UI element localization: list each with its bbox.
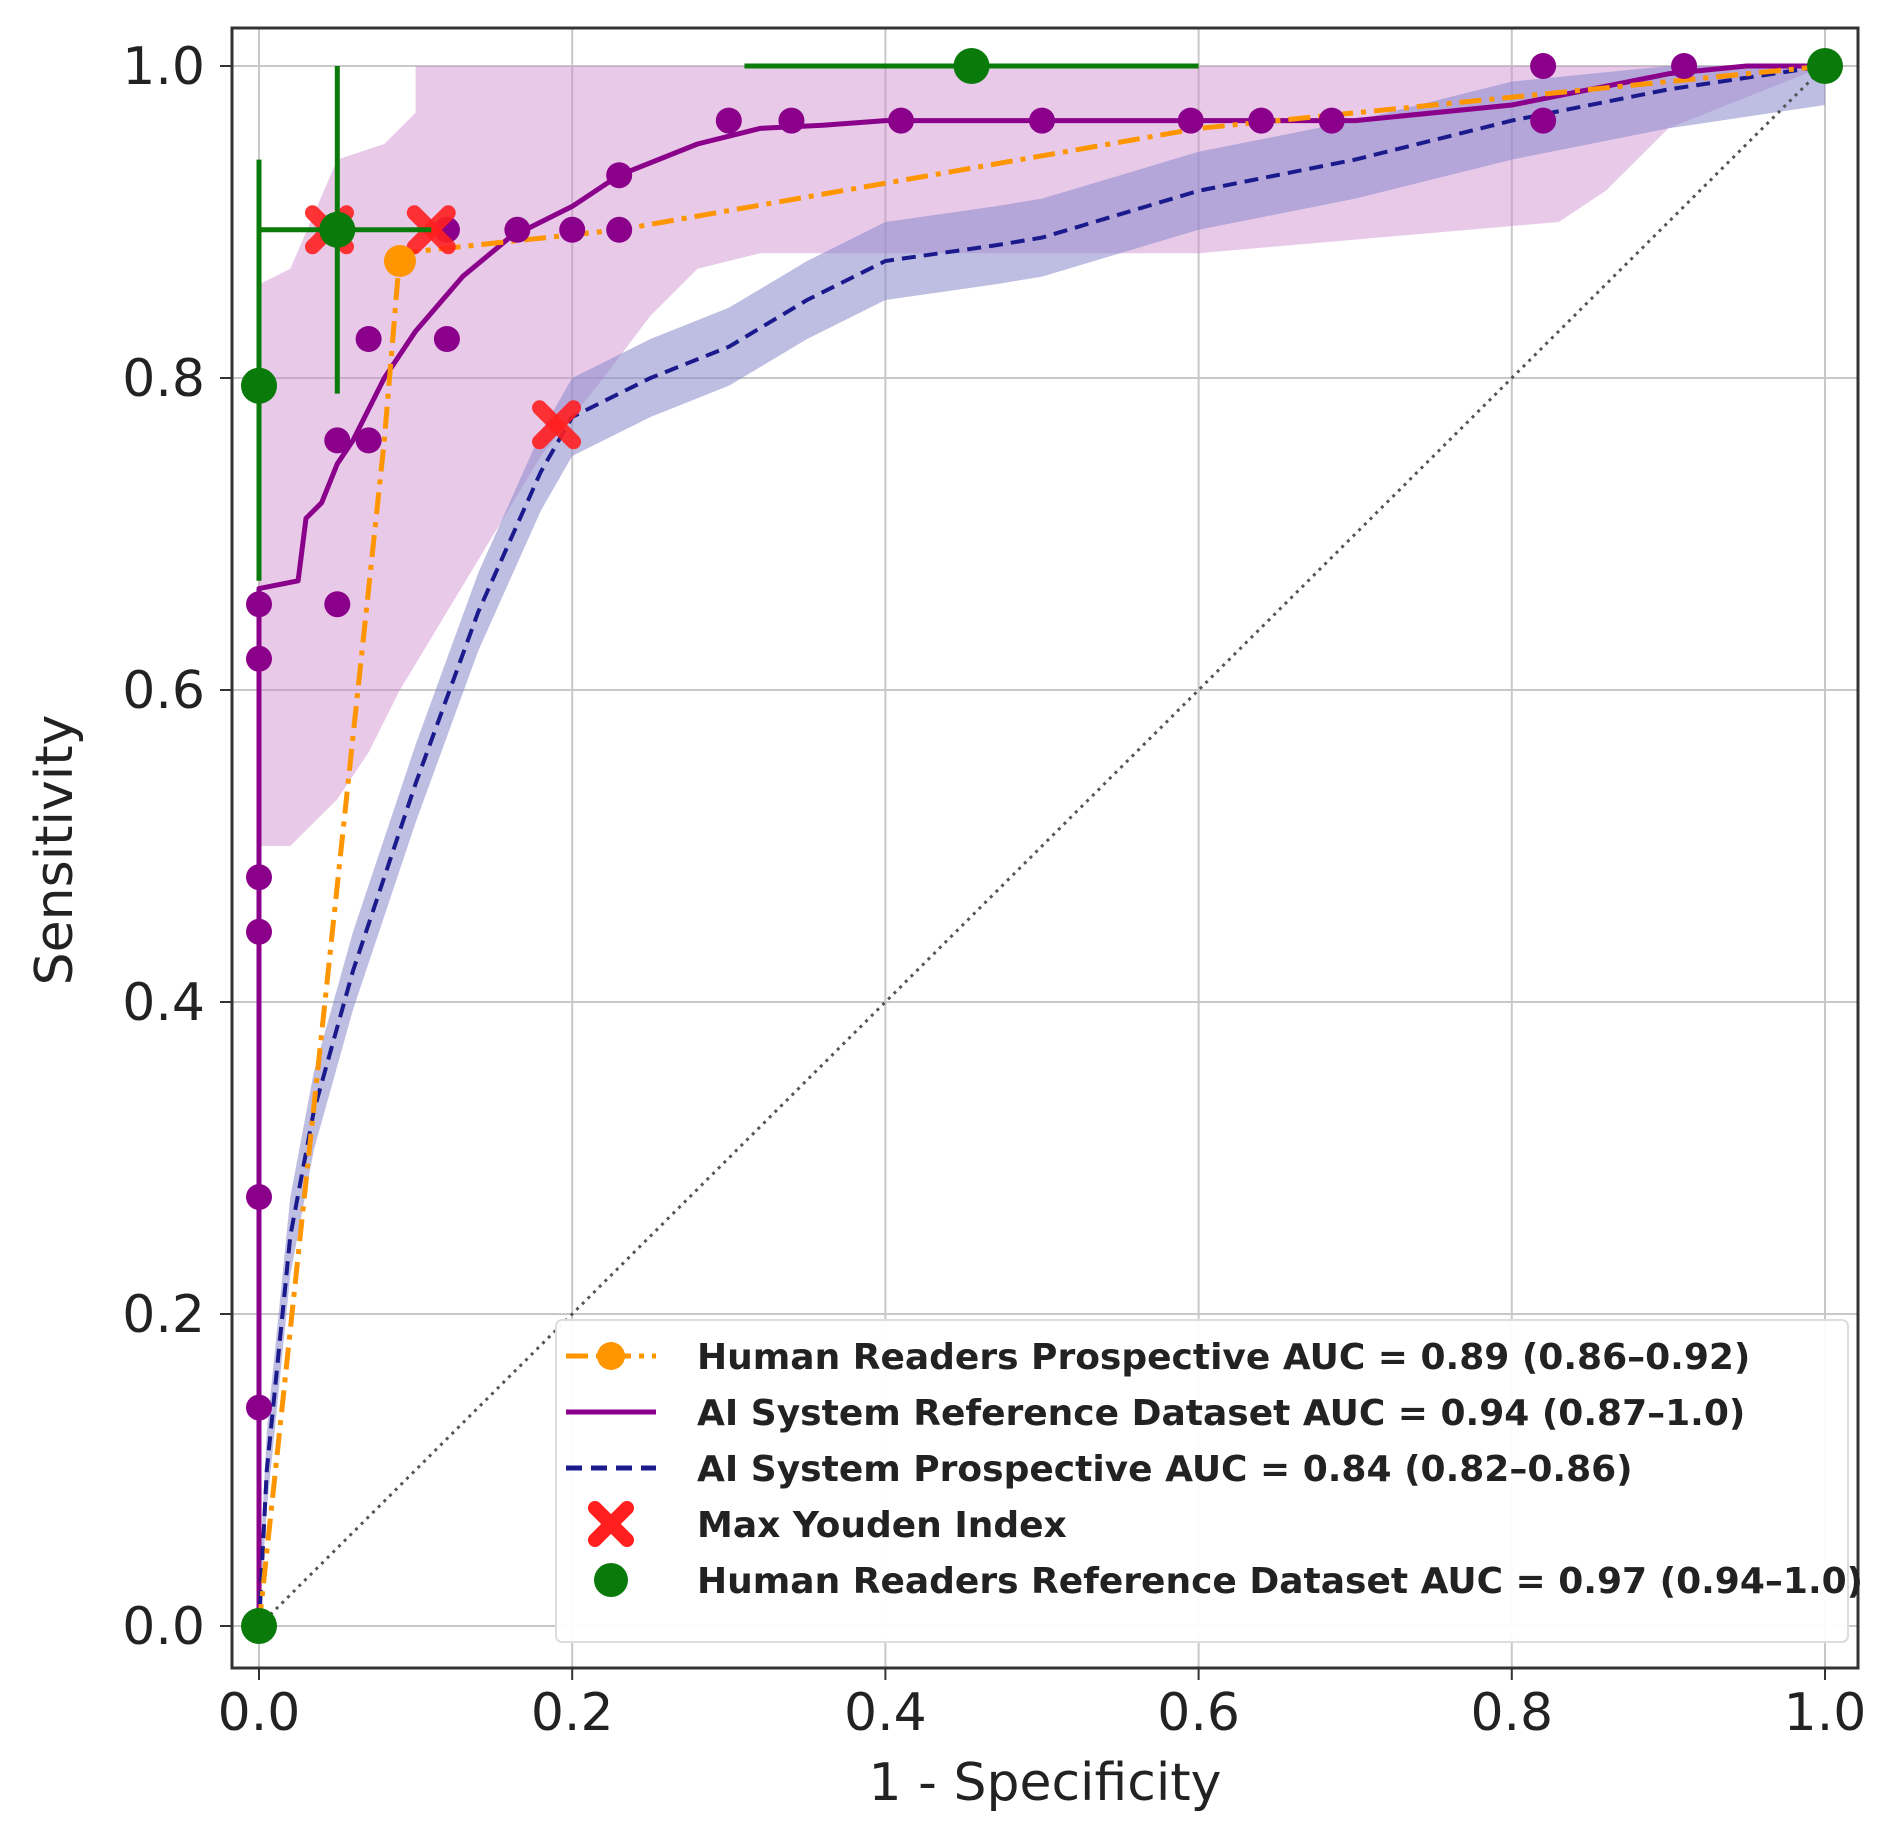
legend-entry-ai-reference: AI System Reference Dataset AUC = 0.94 (… (566, 1393, 1745, 1434)
ai-reference-marker (246, 1184, 272, 1210)
ai-reference-marker (559, 216, 586, 243)
ai-reference-marker (355, 427, 382, 454)
ai-reference-marker (1530, 107, 1557, 134)
ai-reference-marker (1318, 107, 1345, 134)
legend-label-human-reference: Human Readers Reference Dataset AUC = 0.… (697, 1561, 1863, 1602)
ai-reference-marker (324, 427, 351, 454)
ai-reference-marker (1530, 53, 1557, 79)
ai-reference-marker (355, 326, 382, 352)
ai-prospective-roc-line (257, 64, 1826, 1627)
confidence-bands (259, 66, 1825, 1626)
y-tick-label-0: 0.0 (122, 1597, 205, 1657)
legend-entry-human-reference: Human Readers Reference Dataset AUC = 0.… (594, 1561, 1863, 1602)
y-tick-label-3: 0.6 (122, 661, 205, 721)
legend-entry-human-prospective: Human Readers Prospective AUC = 0.89 (0.… (566, 1337, 1750, 1378)
ai-reference-marker (888, 107, 915, 134)
ai-reference-marker (1671, 53, 1698, 79)
ai-reference-marker (504, 216, 531, 243)
ai-reference-marker (1029, 107, 1055, 134)
series-lines (256, 63, 1827, 1628)
youden-marker (532, 400, 582, 450)
legend-label-youden: Max Youden Index (697, 1505, 1067, 1546)
human-reference-marker (241, 367, 277, 404)
x-tick-label-0: 0.0 (218, 1683, 301, 1743)
x-tick-label-4: 0.8 (1470, 1683, 1553, 1743)
ai-reference-marker (606, 216, 633, 243)
y-axis-label: Sensitivity (25, 715, 85, 986)
ai-reference-confidence-band (259, 66, 1825, 846)
x-tick-label-3: 0.6 (1157, 1683, 1240, 1743)
x-tick-label-1: 0.2 (531, 1683, 614, 1743)
y-tick-label-5: 1.0 (122, 37, 205, 97)
ai-reference-marker (246, 591, 272, 618)
plot-frame (230, 26, 1860, 1670)
ai-reference-marker (1248, 107, 1275, 134)
reference-diagonal-line (257, 64, 1827, 1628)
human-prospective-marker (383, 245, 416, 277)
human-reference-marker (319, 211, 356, 248)
axis-ticks: 0.0 0.2 0.4 0.6 0.8 1.0 0.0 0.2 0.4 0.6 0.8 1.0 (122, 37, 1866, 1743)
y-tick-label-4: 0.8 (122, 349, 205, 409)
ai-reference-marker (246, 1394, 272, 1421)
y-tick-label-1: 0.2 (122, 1285, 205, 1345)
series-markers (241, 48, 1843, 1644)
grid (232, 28, 1858, 1668)
legend-marker-human-prospective (597, 1342, 625, 1370)
ai-reference-marker (246, 645, 272, 672)
human-reference-marker (953, 48, 990, 84)
legend-label-human-prospective: Human Readers Prospective AUC = 0.89 (0.… (697, 1337, 1750, 1378)
legend-entry-ai-prospective: AI System Prospective AUC = 0.84 (0.82–0… (566, 1449, 1633, 1490)
ai-reference-marker (324, 591, 351, 618)
legend-marker-youden (588, 1501, 634, 1547)
legend-label-ai-prospective: AI System Prospective AUC = 0.84 (0.82–0… (697, 1449, 1633, 1490)
human-prospective-roc-line (256, 63, 1826, 1627)
x-tick-label-5: 1.0 (1784, 1683, 1867, 1743)
y-tick-label-2: 0.4 (122, 973, 205, 1033)
legend-entry-youden: Max Youden Index (588, 1501, 1067, 1547)
ai-reference-marker (778, 107, 805, 134)
ai-reference-marker (1177, 107, 1204, 134)
legend-box (555, 1319, 1849, 1643)
legend-marker-human-reference (594, 1563, 628, 1597)
ai-reference-marker (433, 326, 460, 352)
human-reference-marker (241, 1608, 277, 1644)
x-axis-label: 1 - Specificity (869, 1753, 1222, 1813)
human-reference-marker (1807, 48, 1843, 84)
legend-label-ai-reference: AI System Reference Dataset AUC = 0.94 (… (697, 1393, 1745, 1434)
ai-reference-marker (246, 918, 272, 945)
ai-reference-marker (606, 162, 633, 189)
ai-reference-marker (246, 864, 272, 891)
ai-reference-marker (715, 107, 742, 134)
x-tick-label-2: 0.4 (844, 1683, 927, 1743)
legend: Human Readers Prospective AUC = 0.89 (0.… (555, 1319, 1863, 1643)
youden-marker-stroke (532, 400, 582, 450)
